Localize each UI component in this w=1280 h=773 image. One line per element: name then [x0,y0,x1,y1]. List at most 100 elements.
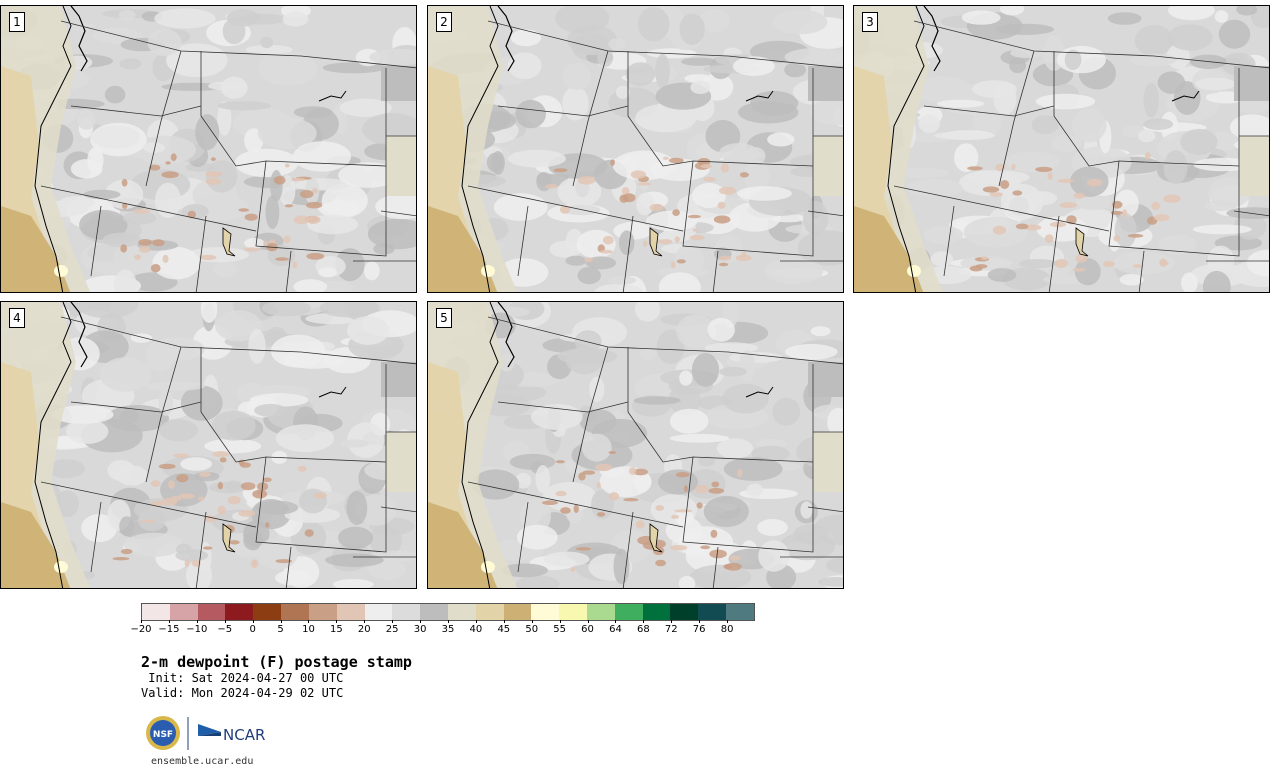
field-patch [204,438,262,454]
state-boundary [572,346,609,483]
colorbar-tick-mark [727,620,729,623]
dry-patch [1110,210,1124,215]
moist-spot [54,265,68,277]
field-patch [321,183,368,218]
field-patch [515,472,532,489]
field-patch [658,272,701,292]
field-patch [1193,157,1253,172]
dry-patch [275,559,293,564]
dry-patch [1054,259,1068,268]
field-patch [703,495,749,528]
dry-patch [1073,192,1086,199]
field-patch [531,403,583,430]
colorbar-tick-label: −10 [186,624,208,635]
colorbar-tick-mark [643,620,645,623]
panel-number: 5 [436,308,452,328]
state-boundary [497,401,629,413]
field-patch [733,56,775,76]
dry-patch [1132,264,1143,268]
state-boundary [517,501,529,573]
field-patch [637,7,670,42]
field-patch [77,109,96,130]
dry-patch [596,482,601,489]
field-patch [293,279,328,292]
field-patch [1192,224,1252,235]
state-boundary [70,401,202,413]
field-patch [180,457,213,471]
colorbar-tick-label: 15 [329,624,343,635]
field-patch [284,507,341,523]
field-patch [699,8,730,33]
dry-patch [205,178,222,185]
field-patch [613,548,630,585]
colorbar-swatch [614,604,643,620]
colorbar-swatch [392,604,421,620]
coastline [34,6,72,292]
dry-patch [628,467,637,475]
dry-patch [292,261,298,269]
colorbar-tick-label: 68 [636,624,650,635]
colorbar-swatch [587,604,615,620]
dry-patch [219,457,227,463]
dry-patch [668,157,684,164]
field-patch [66,419,109,444]
field-patch [698,456,715,467]
coastline [461,6,499,292]
ncar-logo: NCAR [198,724,265,744]
reservoir [745,90,774,102]
field-patch [1076,192,1112,211]
field-patch [51,405,114,424]
humid-coast-band [1,502,71,588]
field-patch [1237,100,1269,114]
dry-patch [1112,200,1123,209]
dry-patch [161,171,179,179]
dry-patch [703,177,717,182]
field-patch [161,82,225,91]
dry-patch [150,264,161,273]
dry-patch [122,202,128,209]
field-patch [255,500,299,515]
state-boundary [1233,210,1269,217]
field-patch [70,159,103,179]
field-patch [594,283,644,292]
field-patch [1218,19,1251,49]
nsf-logo-text: NSF [153,730,173,740]
valid-time: Valid: Mon 2024-04-29 02 UTC [141,686,344,700]
dry-patch [227,495,241,505]
dry-patch [217,505,226,515]
map-panel-5: 5 [427,301,844,589]
dry-patch [197,496,205,501]
state-boundary [1138,250,1145,292]
field-patch [755,438,787,449]
field-patch [158,388,174,416]
state-boundary [712,250,719,292]
field-patch [591,489,614,520]
field-patch [690,80,711,94]
field-patch [958,170,1021,197]
field-patch [729,352,783,363]
dry-patch [244,213,258,221]
dry-patch [138,239,153,246]
colorbar-tick-label: −20 [130,624,152,635]
dry-patch [709,549,727,559]
dry-patch [1035,166,1053,172]
dry-patch [674,236,680,243]
colorbar-tick-label: 0 [249,624,256,635]
field-patch [375,194,416,220]
state-boundary [467,481,684,528]
field-patch [1173,81,1201,115]
colorbar-swatch [726,604,754,620]
dry-patch [687,214,701,219]
field-patch [261,302,311,317]
field-patch [270,170,283,202]
field-patch [1143,118,1174,130]
dry-patch [662,156,669,160]
dry-patch [170,153,177,162]
field-patch [270,334,326,368]
dry-patch [658,239,673,245]
dry-patch [250,559,259,568]
state-boundary [1048,215,1060,292]
dry-patch [212,451,229,457]
field-patch [275,424,335,453]
state-boundary [893,185,1110,232]
